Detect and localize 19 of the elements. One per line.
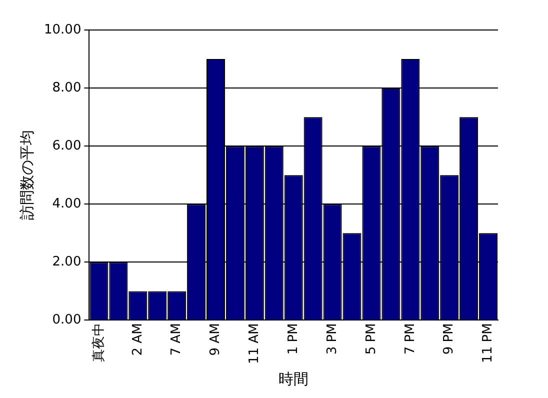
x-tick-label: 11 AM	[247, 323, 262, 364]
y-tick-label: 6.00	[52, 138, 82, 154]
x-tick-label: 真夜中	[90, 323, 106, 362]
y-tick-label: 0.00	[52, 312, 82, 328]
y-tick-label: 4.00	[52, 196, 82, 212]
y-tick-label: 8.00	[52, 80, 82, 96]
x-tick-label: 9 AM	[208, 323, 224, 356]
x-tick-label: 1 PM	[286, 323, 301, 355]
y-tick-label: 10.00	[44, 22, 82, 38]
x-tick-label: 9 PM	[442, 323, 457, 355]
x-axis-title: 時間	[278, 370, 309, 388]
x-tick-label: 3 PM	[324, 323, 340, 355]
y-axis-title: 訪問数の平均	[18, 130, 36, 220]
x-tick-label: 11 PM	[480, 323, 496, 363]
x-tick-label: 7 PM	[402, 323, 418, 355]
x-tick-label: 2 AM	[130, 323, 146, 356]
y-tick-label: 2.00	[52, 254, 82, 270]
x-tick-label: 5 PM	[364, 323, 379, 355]
x-tick-label: 7 AM	[169, 323, 184, 356]
